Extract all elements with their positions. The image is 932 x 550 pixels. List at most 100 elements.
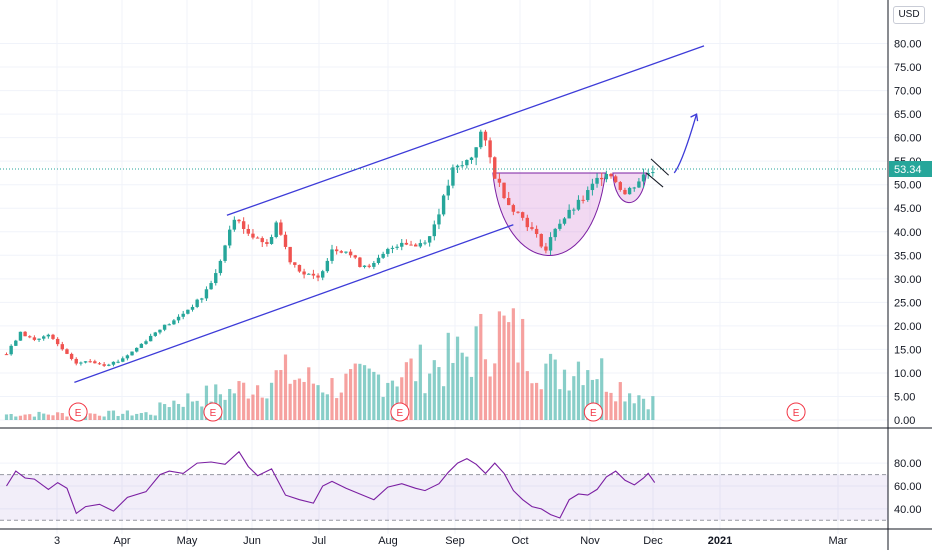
price-axis[interactable]: 0.00 5.00 10.00 15.00 20.00 25.00 30.00 35.00 40… — [894, 39, 922, 427]
volume-bar — [265, 398, 269, 420]
volume-bar — [358, 363, 362, 420]
volume-bar — [311, 383, 315, 420]
earnings-marker[interactable]: E — [583, 402, 603, 422]
candle-body — [316, 275, 320, 278]
candle-body — [469, 157, 474, 160]
volume-bar — [390, 380, 395, 420]
lower-channel-line[interactable] — [74, 224, 514, 383]
candle-body — [441, 195, 446, 215]
earnings-letter: E — [590, 408, 597, 419]
candle-body — [423, 242, 427, 244]
price-candles — [4, 129, 655, 367]
earnings-marker[interactable]: E — [68, 402, 88, 422]
rsi-axis[interactable]: 40.00 60.00 80.00 — [894, 458, 922, 516]
candle-body — [37, 338, 41, 340]
candle-body — [167, 324, 171, 326]
flag-line — [650, 158, 670, 176]
candle-body — [572, 209, 576, 211]
candle-body — [567, 209, 571, 219]
volume-bar — [316, 385, 320, 420]
volume-bar — [56, 412, 60, 420]
candle-body — [116, 361, 120, 363]
volume-bar — [362, 365, 367, 420]
time-axis[interactable]: 3 Apr May Jun Jul Aug Sep Oct Nov Dec 2021 Mar — [54, 535, 848, 547]
price-tick-label: 20.00 — [894, 321, 922, 333]
candle-body — [609, 173, 613, 177]
volume-bar — [9, 413, 13, 420]
volume-bar — [204, 385, 209, 420]
volume-bar — [121, 413, 125, 420]
volume-bar — [335, 398, 339, 420]
candle-body — [172, 320, 176, 325]
candle-body — [451, 167, 455, 186]
time-tick-label: Dec — [643, 535, 663, 547]
volume-bar — [637, 395, 641, 420]
volume-bar — [256, 385, 260, 420]
candle-body — [595, 177, 599, 184]
candle-body — [144, 341, 148, 344]
candle-body — [558, 223, 562, 229]
volume-bar — [60, 413, 64, 420]
earnings-marker[interactable]: E — [203, 402, 223, 422]
time-tick-label: Jul — [312, 535, 326, 547]
candle-body — [488, 140, 492, 158]
candle-body — [107, 364, 111, 366]
candle-body — [307, 273, 311, 275]
volume-bar — [553, 359, 557, 420]
volume-bar — [349, 369, 353, 420]
candle-body — [395, 246, 399, 248]
earnings-marker[interactable]: E — [390, 402, 410, 422]
candle-body — [348, 251, 353, 256]
volume-bar — [93, 413, 97, 420]
upper-channel-line[interactable] — [226, 45, 705, 216]
candle-body — [390, 247, 395, 249]
volume-bar — [432, 360, 436, 420]
candle-body — [74, 358, 78, 364]
volume-bar — [586, 370, 590, 420]
candle-body — [386, 248, 390, 254]
volume-bar — [23, 414, 27, 420]
price-tick-label: 15.00 — [894, 344, 922, 356]
candle-body — [288, 246, 292, 263]
candle-body — [511, 205, 516, 212]
candle-body — [432, 224, 436, 237]
candle-body — [455, 165, 460, 168]
currency-label[interactable]: USD — [893, 6, 925, 24]
candle-body — [46, 334, 51, 337]
candle-body — [130, 351, 134, 356]
annotations — [646, 113, 699, 188]
candle-body — [14, 340, 18, 346]
volume-bar — [469, 376, 474, 420]
earnings-marker[interactable]: E — [786, 402, 806, 422]
volume-bar — [353, 363, 357, 420]
volume-bar — [516, 362, 520, 420]
candle-body — [237, 219, 241, 222]
earnings-letter: E — [397, 408, 404, 419]
volume-bar — [330, 378, 334, 420]
volume-bar — [535, 382, 539, 420]
current-price-badge — [889, 160, 932, 177]
rsi-tick-label: 40.00 — [894, 504, 922, 516]
candle-body — [204, 289, 209, 299]
candle-body — [637, 181, 641, 188]
projection-arrow[interactable] — [673, 113, 698, 174]
candle-body — [181, 313, 185, 317]
price-tick-label: 65.00 — [894, 109, 922, 121]
volume-bar — [567, 390, 571, 420]
candle-body — [525, 217, 529, 228]
candle-body — [218, 260, 223, 274]
candle-body — [623, 189, 627, 195]
candle-body — [269, 237, 274, 244]
volume-bar — [646, 409, 650, 420]
volume-bar — [511, 308, 515, 420]
candle-body — [162, 324, 167, 330]
volume-bar — [507, 322, 511, 420]
volume-bar — [404, 362, 408, 420]
volume-bar — [163, 404, 167, 420]
candle-body — [51, 334, 55, 339]
volume-bar — [479, 313, 483, 420]
volume-bar — [158, 402, 162, 420]
candle-body — [195, 299, 199, 307]
volume-bar — [242, 382, 246, 420]
